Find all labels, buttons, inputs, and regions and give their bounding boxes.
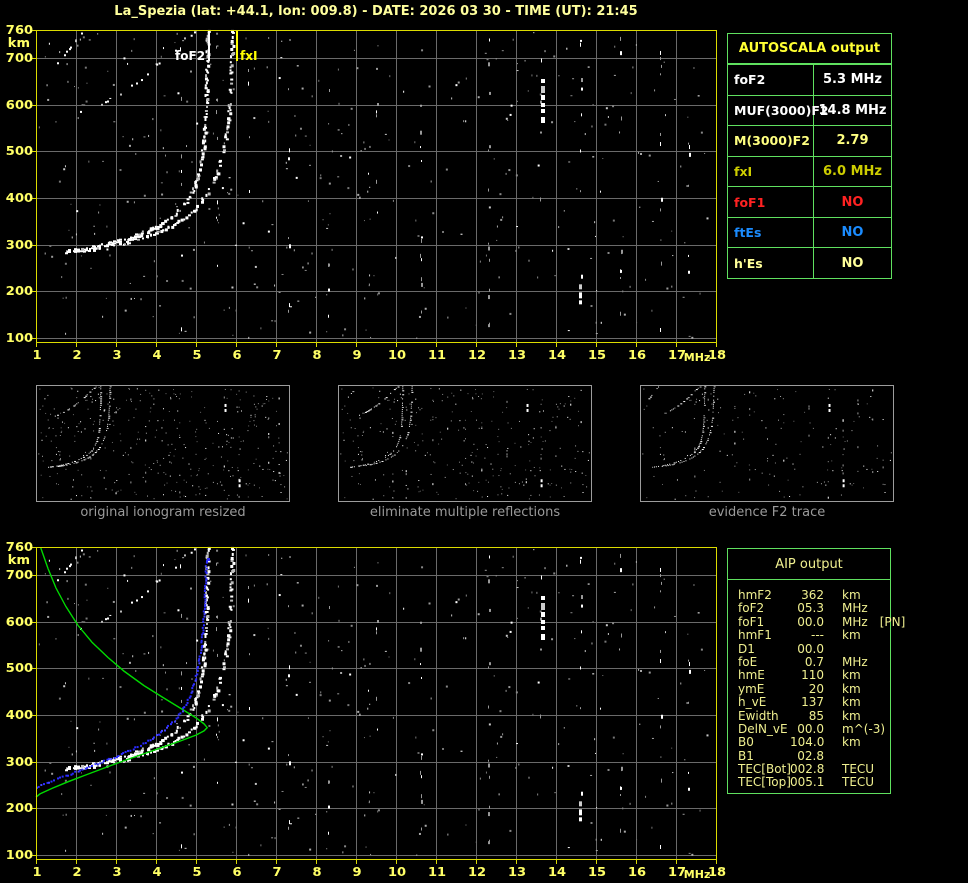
aip-row-b0: B0 104.0 km bbox=[738, 736, 890, 749]
aip-param-value: 0.7 bbox=[804, 654, 824, 669]
autoscala-table-header: AUTOSCALA output bbox=[728, 34, 891, 64]
aip-param-unit: MHz [PN] bbox=[842, 614, 906, 629]
aip-param-value: --- bbox=[811, 628, 824, 643]
aip-row-hmf2: hmF2 362 km bbox=[738, 588, 890, 602]
aip-row-ewidth: Ewidth 85 km bbox=[738, 708, 890, 723]
aip-row-yme: ymE 20 km bbox=[738, 681, 890, 696]
thumbnail-caption-evidence: evidence F2 trace bbox=[708, 505, 826, 520]
autoscala-param-value: 14.8 MHz bbox=[818, 102, 887, 118]
autoscala-row-muf3000f2: MUF(3000)F2 14.8 MHz bbox=[728, 94, 891, 126]
aip-param-unit: km bbox=[842, 735, 861, 750]
autoscala-output-table: AUTOSCALA output foF2 5.3 MHz MUF(3000)F2 1… bbox=[727, 33, 892, 279]
aip-param-unit: TECU bbox=[842, 775, 875, 790]
autoscala-row-hes: h'Es NO bbox=[728, 247, 891, 278]
aip-param-unit: m^(-3) bbox=[842, 721, 886, 736]
aip-param-label: TEC[Bot] bbox=[738, 762, 791, 777]
top-ionogram-plot bbox=[0, 22, 730, 367]
thumbnail-caption-original: original ionogram resized bbox=[80, 505, 246, 520]
aip-param-unit: km bbox=[842, 681, 861, 696]
aip-param-unit: MHz bbox=[842, 601, 868, 616]
aip-param-value: 137 bbox=[801, 695, 824, 710]
aip-row-hve: h_vE 137 km bbox=[738, 695, 890, 710]
aip-param-unit bbox=[824, 643, 890, 656]
aip-param-value: 002.8 bbox=[790, 762, 825, 777]
aip-param-value: 104.0 bbox=[790, 735, 825, 750]
aip-row-hmf1: hmF1 --- km bbox=[738, 628, 890, 643]
aip-param-label: B0 bbox=[738, 735, 754, 750]
aip-table-header: AIP output bbox=[728, 549, 890, 580]
aip-row-fof1: foF1 00.0 MHz [PN] bbox=[738, 614, 905, 629]
aip-table-body: hmF2 362 km foF2 05.3 MHz foF1 00.0 MHz [PN] hmF1-… bbox=[728, 580, 905, 790]
aip-param-unit: km bbox=[842, 695, 861, 710]
aip-param-value: 00.0 bbox=[797, 641, 824, 656]
aip-param-label: D1 bbox=[738, 641, 755, 656]
aip-param-label: foF1 bbox=[738, 614, 765, 629]
autoscala-row-fxi: fxI 6.0 MHz bbox=[728, 155, 891, 187]
autoscala-param-label: foF2 bbox=[728, 65, 814, 95]
autoscala-row-fof1: foF1 NO bbox=[728, 186, 891, 217]
thumbnail-eliminate-reflections bbox=[338, 385, 592, 502]
autoscala-param-label: ftEs bbox=[728, 217, 814, 248]
aip-param-unit: MHz bbox=[842, 654, 868, 669]
aip-param-value: 362 bbox=[801, 588, 824, 602]
aip-param-value: 85 bbox=[808, 708, 824, 723]
aip-param-value: 05.3 bbox=[797, 601, 824, 616]
aip-param-unit bbox=[824, 750, 890, 763]
autoscala-param-value: NO bbox=[841, 255, 864, 271]
aip-param-unit: km bbox=[842, 708, 861, 723]
aip-output-table: AIP output hmF2 362 km foF2 05.3 MHz foF1 00.0 M… bbox=[727, 548, 905, 794]
aip-param-value: 005.1 bbox=[790, 775, 825, 790]
autoscala-row-fof2: foF2 5.3 MHz bbox=[728, 64, 891, 95]
aip-row-fof2: foF2 05.3 MHz bbox=[738, 602, 890, 615]
thumbnail-caption-eliminate: eliminate multiple reflections bbox=[369, 505, 561, 520]
aip-param-label: h_vE bbox=[738, 695, 767, 710]
aip-row-foe: foE 0.7 MHz bbox=[738, 654, 890, 669]
aip-row-hme: hmE 110 km bbox=[738, 669, 890, 682]
autoscala-param-label: foF1 bbox=[728, 187, 814, 217]
aip-param-label: foE bbox=[738, 654, 758, 669]
aip-param-extra: [PN] bbox=[879, 614, 906, 629]
aip-param-unit: km bbox=[842, 588, 861, 602]
aip-param-label: TEC[Top] bbox=[738, 775, 791, 790]
aip-param-label: foF2 bbox=[738, 601, 765, 616]
autoscala-param-label: M(3000)F2 bbox=[728, 126, 814, 156]
aip-param-unit: km bbox=[842, 668, 861, 683]
autoscala-param-label: fxI bbox=[728, 156, 814, 187]
aip-row-tecbot: TEC[Bot] 002.8 TECU bbox=[738, 762, 890, 777]
aip-param-label: hmF1 bbox=[738, 628, 772, 643]
aip-param-label: hmE bbox=[738, 668, 765, 683]
station-title: La_Spezia (lat: +44.1, lon: 009.8) - DAT… bbox=[114, 4, 638, 19]
aip-param-unit: km bbox=[842, 628, 861, 643]
autoscala-row-m3000f2: M(3000)F2 2.79 bbox=[728, 125, 891, 156]
autoscala-param-value: NO bbox=[841, 225, 864, 241]
thumbnail-original-ionogram bbox=[36, 385, 290, 502]
aip-row-d1: D1 00.0 bbox=[738, 641, 890, 656]
aip-param-label: hmF2 bbox=[738, 588, 772, 602]
aip-row-tectop: TEC[Top] 005.1 TECU bbox=[738, 776, 890, 789]
aip-param-value: 110 bbox=[801, 668, 824, 683]
autoscala-param-value: 2.79 bbox=[836, 133, 869, 149]
aip-row-b1: B1 02.8 bbox=[738, 748, 890, 763]
autoscala-param-label: h'Es bbox=[728, 248, 814, 278]
autoscala-param-value: 5.3 MHz bbox=[823, 72, 882, 88]
aip-param-label: ymE bbox=[738, 681, 765, 696]
autoscala-param-value: NO bbox=[841, 194, 864, 210]
aip-param-unit: TECU bbox=[842, 762, 875, 777]
aip-param-value: 00.0 bbox=[797, 614, 824, 629]
autoscala-param-value: 6.0 MHz bbox=[823, 163, 882, 179]
aip-row-delnve: DelN_vE 00.0 m^(-3) bbox=[738, 721, 890, 736]
aip-param-label: DelN_vE bbox=[738, 721, 788, 736]
aip-param-label: B1 bbox=[738, 748, 754, 763]
autoscala-param-label: MUF(3000)F2 bbox=[728, 95, 829, 126]
aip-param-value: 02.8 bbox=[797, 748, 824, 763]
thumbnail-evidence-f2-trace bbox=[640, 385, 894, 502]
aip-param-label: Ewidth bbox=[738, 708, 779, 723]
aip-param-value: 20 bbox=[808, 681, 824, 696]
bottom-ionogram-plot bbox=[0, 539, 730, 883]
autoscala-row-ftes: ftEs NO bbox=[728, 216, 891, 248]
aip-param-value: 00.0 bbox=[797, 721, 824, 736]
